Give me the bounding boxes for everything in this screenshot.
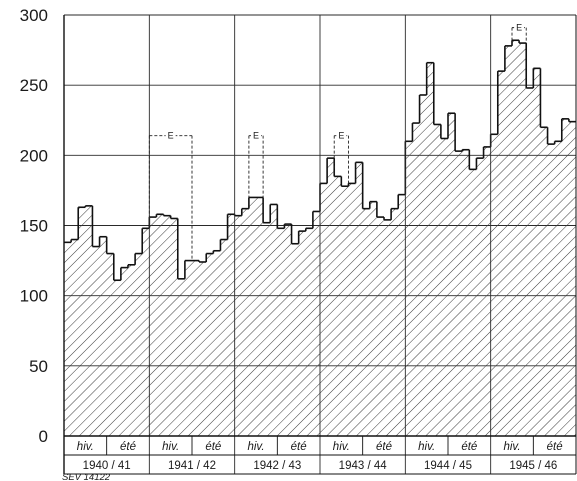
year-label: 1945 / 46 xyxy=(509,460,557,472)
e-marker-label: E xyxy=(168,131,174,141)
e-marker: E xyxy=(511,21,527,44)
e-marker: E xyxy=(248,129,264,198)
season-label: hiv. xyxy=(333,441,350,453)
season-label: hiv. xyxy=(162,441,179,453)
y-tick-labels: 0 50 100 150 200 250 300 xyxy=(20,6,48,446)
y-tick-label: 150 xyxy=(20,217,48,236)
e-marker-label: E xyxy=(338,131,344,141)
e-marker-bg xyxy=(165,129,176,141)
e-markers: E E E E xyxy=(148,21,527,261)
season-label: été xyxy=(205,441,221,453)
e-marker: E xyxy=(148,129,193,261)
season-label: été xyxy=(376,441,392,453)
year-label: 1941 / 42 xyxy=(168,460,216,472)
season-label: hiv. xyxy=(77,441,94,453)
e-marker-bg xyxy=(336,129,347,141)
x-labels: hiv. été 1940 / 41 hiv. été 1941 / 42 hiv. été 1… xyxy=(77,436,563,472)
e-marker-bg xyxy=(514,21,525,33)
year-label: 1942 / 43 xyxy=(253,460,301,472)
e-marker-label: E xyxy=(253,131,259,141)
e-marker-label: E xyxy=(516,23,522,33)
season-label: été xyxy=(461,441,477,453)
y-tick-label: 250 xyxy=(20,76,48,95)
y-tick-label: 200 xyxy=(20,146,48,165)
y-tick-label: 100 xyxy=(20,287,48,306)
season-label: été xyxy=(120,441,136,453)
y-tick-label: 300 xyxy=(20,6,48,25)
year-label: 1943 / 44 xyxy=(339,460,388,472)
season-label: hiv. xyxy=(247,441,264,453)
y-tick-label: 50 xyxy=(29,357,48,376)
y-tick-label: 0 xyxy=(39,427,48,446)
year-label: 1944 / 45 xyxy=(424,460,472,472)
year-dividers xyxy=(148,15,492,474)
year-label: 1940 / 41 xyxy=(83,460,131,472)
figure-id: SEV 14122 xyxy=(62,472,111,481)
e-marker: E xyxy=(333,129,349,187)
season-label: été xyxy=(291,441,307,453)
season-label: été xyxy=(547,441,563,453)
e-marker-bg xyxy=(251,129,261,141)
axes xyxy=(63,15,577,475)
season-label: hiv. xyxy=(503,441,520,453)
season-label: hiv. xyxy=(418,441,435,453)
